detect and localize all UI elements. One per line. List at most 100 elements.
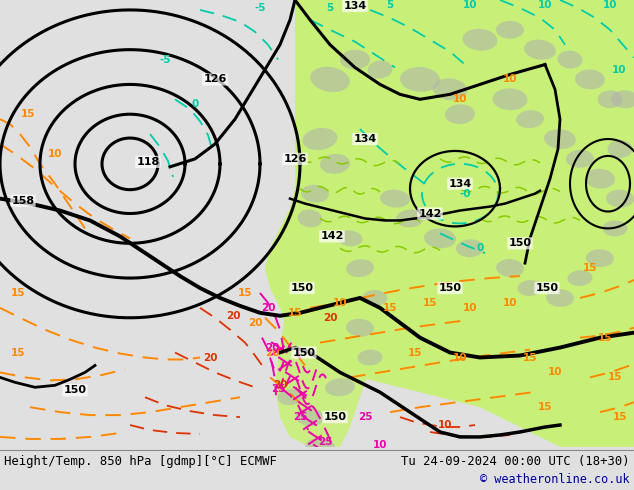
Ellipse shape (368, 61, 392, 78)
Text: 20: 20 (248, 318, 262, 328)
Text: 15: 15 (612, 412, 627, 422)
Text: 10: 10 (503, 74, 517, 84)
Ellipse shape (358, 349, 382, 366)
Text: 150: 150 (536, 283, 559, 293)
Text: 158: 158 (11, 196, 35, 206)
Text: Tu 24-09-2024 00:00 UTC (18+30): Tu 24-09-2024 00:00 UTC (18+30) (401, 455, 630, 468)
Text: 126: 126 (204, 74, 227, 84)
Ellipse shape (278, 389, 302, 405)
Text: 20: 20 (323, 313, 337, 323)
Ellipse shape (496, 259, 524, 277)
Ellipse shape (346, 259, 374, 277)
Ellipse shape (297, 209, 323, 227)
Text: 150: 150 (439, 283, 462, 293)
Text: 5: 5 (327, 3, 333, 13)
Text: 10: 10 (453, 94, 467, 104)
Ellipse shape (325, 378, 355, 396)
Text: 20: 20 (226, 311, 240, 321)
Text: 15: 15 (598, 333, 612, 343)
Text: 10: 10 (503, 298, 517, 308)
Ellipse shape (432, 78, 467, 100)
Ellipse shape (424, 228, 456, 248)
Ellipse shape (575, 70, 605, 89)
Text: 150: 150 (290, 283, 313, 293)
Text: 20: 20 (261, 303, 275, 313)
Text: 134: 134 (344, 1, 366, 11)
Ellipse shape (296, 408, 324, 426)
Ellipse shape (456, 239, 484, 257)
Text: 15: 15 (11, 288, 25, 298)
Text: 20: 20 (265, 347, 279, 358)
Text: -5: -5 (159, 54, 171, 65)
Text: 142: 142 (418, 209, 442, 219)
Text: 0: 0 (191, 99, 198, 109)
Text: © weatheronline.co.uk: © weatheronline.co.uk (481, 473, 630, 487)
Text: 10: 10 (373, 440, 387, 450)
Text: -5: -5 (254, 3, 266, 13)
Ellipse shape (302, 128, 337, 150)
Polygon shape (295, 0, 500, 139)
Text: 10: 10 (463, 303, 477, 313)
Ellipse shape (566, 150, 594, 168)
Text: 0: 0 (476, 243, 484, 253)
Ellipse shape (493, 88, 527, 110)
Ellipse shape (567, 270, 593, 286)
Ellipse shape (586, 249, 614, 267)
Text: 15: 15 (288, 308, 302, 318)
Text: 15: 15 (423, 298, 437, 308)
Text: 15: 15 (538, 402, 552, 412)
Text: 118: 118 (136, 157, 160, 167)
Text: 25: 25 (358, 412, 372, 422)
Ellipse shape (606, 190, 634, 208)
Ellipse shape (340, 49, 370, 70)
Text: 134: 134 (448, 179, 472, 189)
Ellipse shape (524, 40, 556, 60)
Ellipse shape (396, 210, 424, 227)
Ellipse shape (463, 29, 498, 50)
Text: 126: 126 (283, 154, 307, 164)
Text: -0: -0 (459, 189, 471, 198)
Text: 10: 10 (548, 368, 562, 377)
Ellipse shape (310, 67, 350, 92)
Ellipse shape (380, 190, 410, 208)
Text: 10: 10 (333, 298, 347, 308)
Text: 15: 15 (583, 263, 597, 273)
Ellipse shape (602, 220, 628, 236)
Ellipse shape (400, 67, 440, 92)
Ellipse shape (607, 140, 633, 158)
Ellipse shape (301, 185, 329, 203)
Ellipse shape (585, 169, 615, 189)
Text: 134: 134 (353, 134, 377, 144)
Text: 5: 5 (386, 0, 394, 10)
Text: 150: 150 (508, 238, 531, 248)
Ellipse shape (611, 90, 634, 108)
Text: 15: 15 (21, 109, 36, 119)
Text: 142: 142 (320, 231, 344, 242)
Polygon shape (275, 268, 375, 447)
Ellipse shape (496, 21, 524, 39)
Text: 20: 20 (265, 343, 279, 353)
Text: 10: 10 (48, 149, 62, 159)
Text: 25: 25 (293, 412, 307, 422)
Ellipse shape (305, 438, 335, 456)
Text: 15: 15 (238, 288, 252, 298)
Ellipse shape (363, 290, 387, 306)
Text: 10: 10 (463, 0, 477, 10)
Text: Height/Temp. 850 hPa [gdmp][°C] ECMWF: Height/Temp. 850 hPa [gdmp][°C] ECMWF (4, 455, 277, 468)
Text: 10: 10 (538, 0, 552, 10)
Text: 15: 15 (608, 372, 622, 382)
Ellipse shape (544, 129, 576, 149)
Ellipse shape (557, 50, 583, 69)
Text: 15: 15 (408, 347, 422, 358)
Ellipse shape (517, 280, 543, 296)
Text: 10: 10 (612, 65, 626, 74)
Ellipse shape (337, 230, 363, 246)
Text: 150: 150 (63, 385, 86, 395)
Ellipse shape (597, 90, 623, 108)
Text: 150: 150 (292, 347, 316, 358)
Text: 25: 25 (318, 437, 332, 447)
Text: 15: 15 (523, 352, 537, 363)
Text: 10: 10 (453, 352, 467, 363)
Text: 15: 15 (11, 347, 25, 358)
Polygon shape (265, 0, 634, 447)
